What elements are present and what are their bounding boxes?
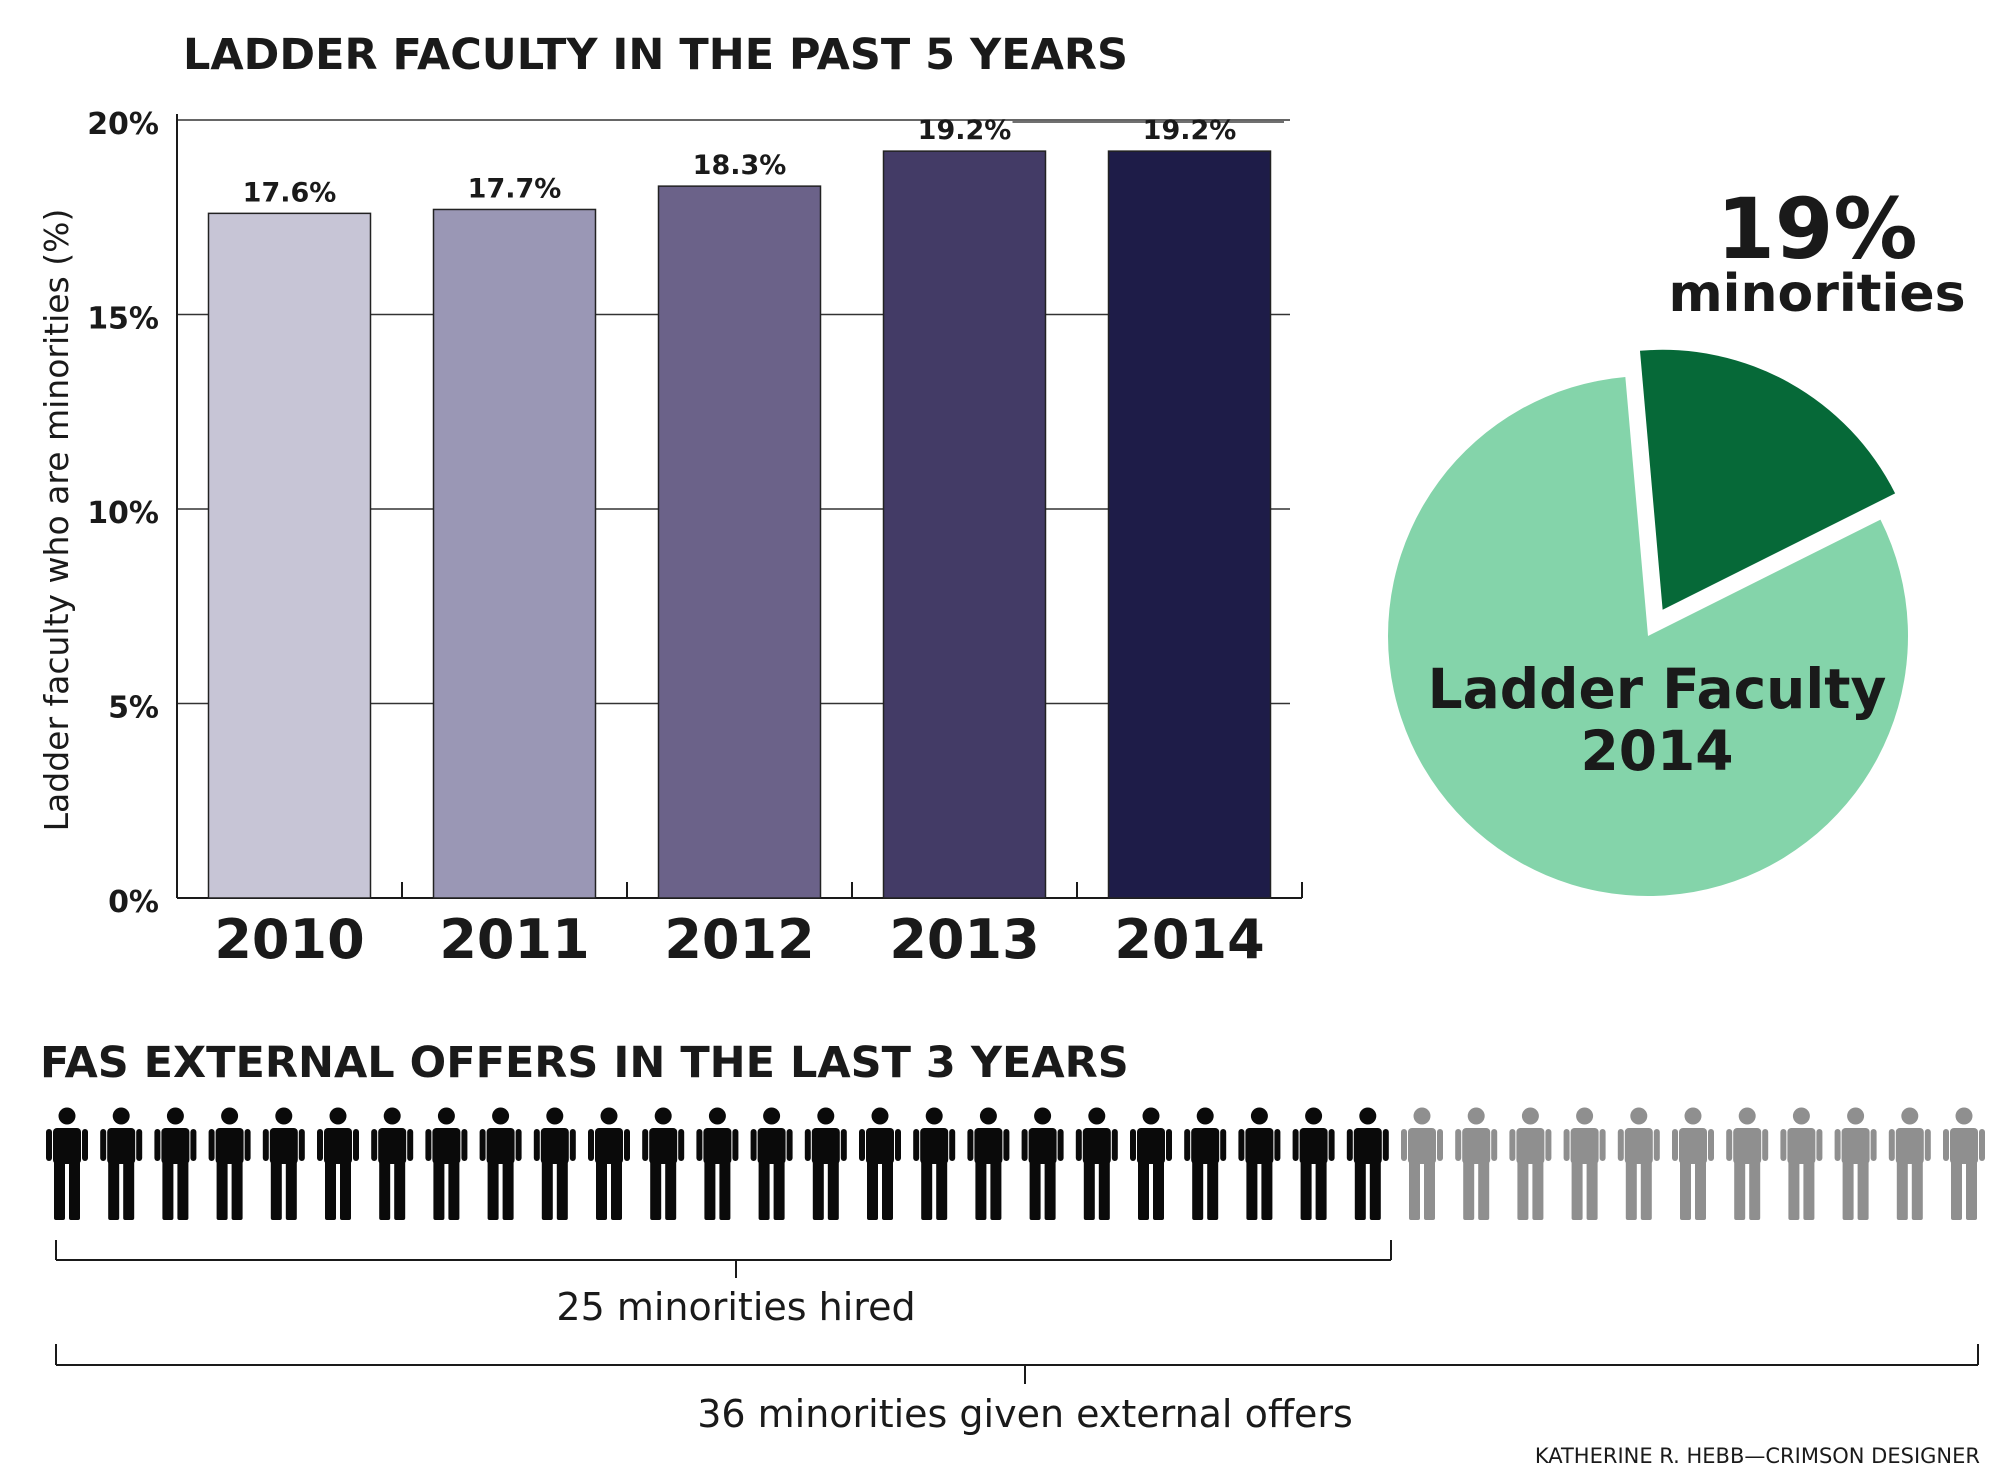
bar	[432, 208, 597, 899]
person-icon	[588, 1107, 630, 1220]
person-icon	[1455, 1107, 1498, 1220]
person-icon	[1021, 1107, 1064, 1220]
x-tick-label: 2012	[664, 908, 814, 971]
y-tick-label: 20%	[87, 107, 159, 142]
person-icon	[1780, 1107, 1823, 1220]
person-icon	[1238, 1107, 1281, 1220]
pie-center-label-line2: 2014	[1580, 719, 1733, 783]
bar	[207, 212, 372, 899]
bar-chart-title: LADDER FACULTY IN THE PAST 5 YEARS	[183, 30, 1128, 80]
person-icon	[46, 1107, 88, 1220]
person-icon	[696, 1107, 739, 1220]
hired-bracket	[55, 1240, 1392, 1278]
pictogram	[46, 1107, 1985, 1220]
bar-value-label: 19.2%	[1143, 115, 1237, 146]
person-icon	[1888, 1107, 1931, 1220]
bar-value-label: 17.6%	[243, 177, 337, 208]
person-icon	[1130, 1107, 1172, 1220]
person-icon	[913, 1107, 956, 1220]
person-icon	[317, 1107, 359, 1220]
person-icon	[804, 1107, 847, 1220]
offers-label: 36 minorities given external offers	[697, 1392, 1353, 1436]
person-icon	[967, 1107, 1010, 1220]
x-tick-label: 2011	[439, 908, 589, 971]
pie-slice-main	[1387, 376, 1908, 896]
bar	[882, 150, 1047, 899]
y-axis-label: Ladder faculty who are minorities (%)	[37, 209, 76, 832]
person-icon	[1509, 1107, 1552, 1220]
person-icon	[1075, 1107, 1118, 1220]
person-icon	[262, 1107, 305, 1220]
person-icon	[100, 1107, 143, 1220]
credit-line: KATHERINE R. HEBB—CRIMSON DESIGNER	[1535, 1444, 1980, 1468]
bar	[657, 185, 822, 899]
person-icon	[1401, 1107, 1443, 1220]
bar	[1107, 150, 1272, 899]
person-icon	[1617, 1107, 1660, 1220]
person-icon	[1563, 1107, 1606, 1220]
x-tick-label: 2014	[1114, 908, 1264, 971]
person-icon	[642, 1107, 685, 1220]
person-icon	[1726, 1107, 1769, 1220]
bar-chart: 0% 5% 10% 15% 20% 17.6% 2010 17.7% 2011 18.3% 2012…	[87, 107, 1303, 971]
person-icon	[750, 1107, 793, 1220]
bar-value-label: 17.7%	[468, 173, 562, 204]
pie-slice-minorities	[1639, 349, 1896, 610]
y-tick-label: 0%	[108, 885, 159, 920]
y-tick-label: 15%	[87, 302, 159, 337]
person-icon	[1943, 1107, 1985, 1220]
person-icon	[479, 1107, 522, 1220]
person-icon	[859, 1107, 901, 1220]
person-icon	[1834, 1107, 1877, 1220]
pie-center-label-line1: Ladder Faculty	[1428, 657, 1887, 721]
pie-chart	[1387, 349, 1908, 896]
bar-value-label: 18.3%	[693, 150, 787, 181]
person-icon	[208, 1107, 251, 1220]
person-icon	[1184, 1107, 1227, 1220]
y-tick-label: 5%	[108, 691, 159, 726]
x-tick-label: 2013	[889, 908, 1039, 971]
person-icon	[154, 1107, 197, 1220]
x-tick-label: 2010	[214, 908, 364, 971]
person-icon	[1292, 1107, 1335, 1220]
hired-label: 25 minorities hired	[556, 1285, 915, 1329]
pie-slice-pct-label: 19%	[1716, 180, 1917, 278]
person-icon	[1672, 1107, 1714, 1220]
person-icon	[1346, 1107, 1389, 1220]
person-icon	[371, 1107, 414, 1220]
bar-value-label: 19.2%	[918, 115, 1012, 146]
offers-bracket	[55, 1344, 1979, 1384]
y-tick-label: 10%	[87, 496, 159, 531]
person-icon	[425, 1107, 468, 1220]
person-icon	[533, 1107, 576, 1220]
pie-slice-name-label: minorities	[1668, 264, 1965, 324]
pictogram-title: FAS EXTERNAL OFFERS IN THE LAST 3 YEARS	[40, 1038, 1129, 1088]
